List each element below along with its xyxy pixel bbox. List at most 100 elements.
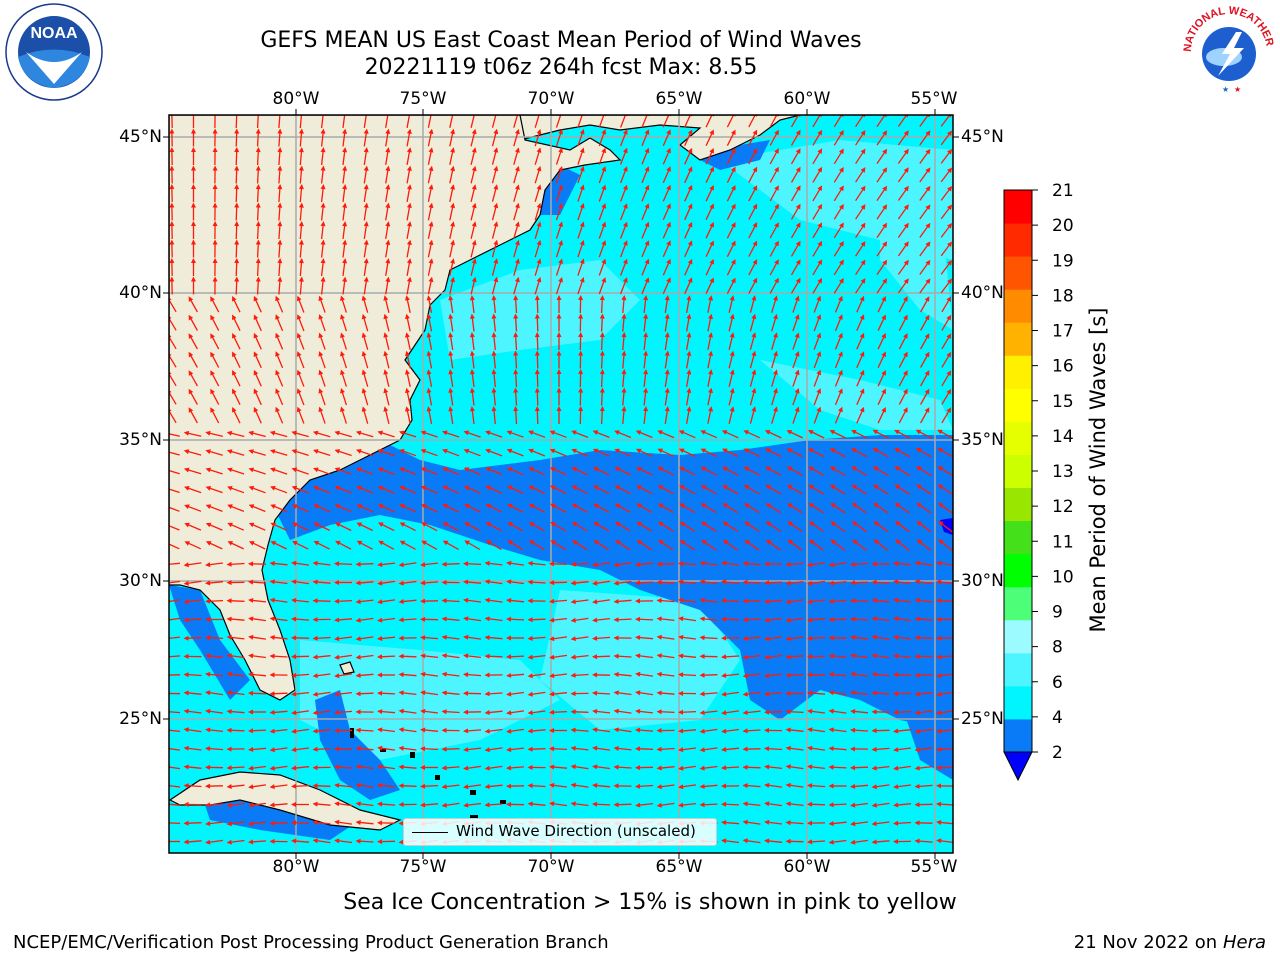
wave-arrow-head bbox=[318, 388, 324, 394]
wave-arrow-head bbox=[764, 561, 769, 567]
wave-arrow-head bbox=[773, 406, 778, 412]
wave-arrow-head bbox=[787, 503, 793, 508]
wave-arrow-head bbox=[506, 710, 512, 716]
wave-arrow-head bbox=[528, 522, 535, 527]
wave-arrow-head bbox=[785, 617, 791, 623]
wave-arrow-head bbox=[248, 709, 253, 715]
wave-arrow-head bbox=[312, 746, 318, 752]
wave-arrow-head bbox=[644, 277, 650, 283]
wave-arrow-head bbox=[334, 764, 340, 770]
wave-arrow-head bbox=[426, 313, 432, 319]
wave-arrow-head bbox=[188, 314, 194, 321]
wave-arrow-head bbox=[550, 485, 556, 490]
wave-arrow-head bbox=[838, 314, 843, 320]
wave-arrow-head bbox=[269, 691, 275, 697]
wave-arrow-head bbox=[398, 672, 404, 678]
wave-arrow-head bbox=[936, 801, 942, 807]
wave-arrow-head bbox=[579, 166, 585, 172]
wave-arrow-head bbox=[860, 241, 866, 247]
wave-arrow-head bbox=[601, 166, 607, 172]
wave-arrow-head bbox=[270, 485, 276, 491]
wave-arrow-head bbox=[334, 819, 340, 825]
wave-arrow-head bbox=[786, 430, 793, 435]
wave-arrow-head bbox=[527, 801, 533, 807]
wave-arrow-head bbox=[485, 430, 491, 436]
wave-arrow-head bbox=[226, 580, 232, 586]
wave-arrow-head bbox=[248, 802, 254, 808]
wave-arrow-head bbox=[205, 708, 211, 714]
wave-arrow-head bbox=[291, 802, 296, 807]
wave-arrow-head bbox=[742, 728, 748, 734]
wave-arrow-head bbox=[275, 388, 280, 394]
wave-arrow-head bbox=[679, 503, 685, 509]
wave-arrow-head bbox=[355, 636, 361, 642]
wave-arrow-head bbox=[183, 653, 189, 659]
wave-arrow-head bbox=[399, 430, 405, 436]
wave-arrow-head bbox=[570, 672, 576, 678]
wave-arrow-head bbox=[914, 747, 920, 753]
wave-arrow-head bbox=[226, 746, 232, 752]
wave-arrow-head bbox=[377, 690, 383, 696]
wave-arrow-head bbox=[298, 276, 304, 282]
wave-arrow-head bbox=[183, 783, 189, 789]
wave-arrow-head bbox=[169, 184, 175, 190]
wave-arrow bbox=[169, 766, 180, 770]
wave-arrow-head bbox=[664, 387, 670, 393]
wave-arrow-head bbox=[184, 522, 190, 528]
wave-arrow-head bbox=[764, 727, 769, 733]
wave-arrow-head bbox=[313, 541, 320, 546]
wave-arrow bbox=[449, 115, 454, 128]
wave-arrow bbox=[256, 115, 259, 129]
wave-arrow-head bbox=[248, 839, 254, 845]
wave-arrow-head bbox=[572, 540, 578, 545]
wave-arrow-head bbox=[614, 485, 621, 490]
wave-arrow-head bbox=[623, 258, 628, 265]
wave-arrow-head bbox=[340, 314, 345, 320]
wave-arrow-head bbox=[937, 429, 943, 435]
wave-arrow-head bbox=[903, 241, 909, 247]
wave-arrow-head bbox=[700, 503, 707, 509]
wave-arrow-head bbox=[493, 128, 499, 135]
wave-arrow-head bbox=[363, 165, 369, 171]
colorbar-tick-label: 15 bbox=[1052, 392, 1074, 412]
wave-arrow-head bbox=[355, 430, 362, 436]
wave-arrow-head bbox=[426, 332, 432, 338]
wave-arrow-head bbox=[269, 430, 276, 436]
wave-arrow-head bbox=[463, 672, 469, 678]
wave-arrow-head bbox=[937, 502, 944, 508]
wave-arrow-head bbox=[859, 295, 865, 302]
wave-arrow-head bbox=[579, 277, 585, 283]
wave-arrow-head bbox=[947, 241, 953, 247]
wave-arrow-head bbox=[851, 521, 858, 527]
wave-arrow-head bbox=[656, 765, 662, 771]
wave-arrow-head bbox=[313, 449, 319, 454]
wave-arrow-head bbox=[355, 691, 361, 697]
wave-arrow-head bbox=[851, 430, 857, 435]
wave-arrow bbox=[299, 115, 303, 129]
wave-arrow-head bbox=[334, 504, 341, 509]
wave-arrow-head bbox=[183, 801, 189, 807]
wave-arrow-head bbox=[320, 221, 326, 227]
wave-arrow-head bbox=[334, 801, 340, 807]
wave-arrow-head bbox=[873, 521, 879, 527]
wave-arrow-head bbox=[764, 580, 770, 586]
wave-arrow-head bbox=[914, 820, 920, 826]
wave-arrow-head bbox=[903, 185, 909, 192]
wave-arrow-head bbox=[506, 635, 511, 641]
wave-arrow-head bbox=[377, 727, 383, 733]
wave-arrow-head bbox=[601, 203, 607, 209]
wave-arrow-head bbox=[363, 276, 369, 282]
wave-arrow-head bbox=[269, 765, 275, 771]
wave-arrow-head bbox=[420, 653, 426, 659]
wave-arrow-head bbox=[205, 449, 211, 455]
wave-arrow-head bbox=[925, 259, 931, 266]
wave-arrow-head bbox=[506, 560, 512, 566]
wave-arrow-head bbox=[871, 634, 877, 640]
wave-arrow-head bbox=[893, 579, 899, 585]
wave-arrow-head bbox=[731, 222, 736, 228]
wave-arrow-head bbox=[441, 784, 447, 790]
wave-arrow-head bbox=[752, 129, 758, 136]
wave-arrow-head bbox=[398, 617, 404, 623]
wave-arrow-head bbox=[579, 203, 585, 209]
wave-arrow-head bbox=[871, 728, 877, 734]
